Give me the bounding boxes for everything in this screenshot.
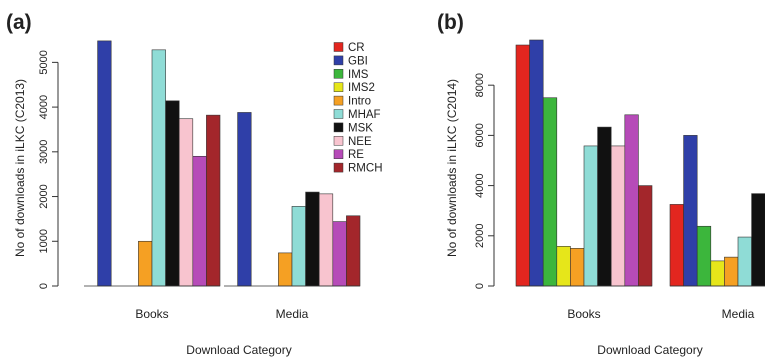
panel-b-category-label: Media bbox=[722, 307, 755, 321]
panel-b-bar-ims2-books bbox=[556, 246, 571, 287]
legend-swatch-msk bbox=[333, 122, 344, 133]
panel-b-bar-gbi-books bbox=[529, 39, 544, 287]
panel-b-y-tick-label: 0 bbox=[474, 283, 486, 289]
panel-b-bar-intro-media bbox=[724, 256, 739, 287]
panel-b-bar-ims-media bbox=[696, 225, 712, 287]
legend-label-cr: CR bbox=[348, 42, 365, 54]
legend-swatch-cr bbox=[333, 42, 344, 52]
legend-swatch-intro bbox=[333, 95, 344, 106]
panel-a-bar-intro-books bbox=[138, 240, 153, 287]
panel-a-bar-nee-media bbox=[318, 193, 334, 287]
panel-b-bar-mhaf-books bbox=[583, 145, 598, 287]
panel-b-y-tick-label: 6000 bbox=[474, 123, 486, 147]
panel-a-bar-msk-books bbox=[165, 100, 180, 287]
panel-b-category-labels: Books Media bbox=[567, 307, 754, 321]
panel-a-y-axis-title: No of downloads in iLKC (C2013) bbox=[13, 79, 27, 257]
legend-swatch-re bbox=[333, 149, 344, 159]
panel-b-bar-msk-media bbox=[751, 193, 765, 287]
panel-b-label: (b) bbox=[437, 11, 464, 34]
panel-a-y-tick-label: 1000 bbox=[38, 229, 50, 253]
panel-b-y-axis-title: No of downloads in iLKC (C2014) bbox=[445, 79, 459, 257]
panel-a-x-axis-title: Download Category bbox=[186, 343, 291, 357]
legend-label-msk: MSK bbox=[348, 122, 373, 134]
panel-b-y-tick-label: 2000 bbox=[474, 224, 486, 248]
legend-label-ims2: IMS2 bbox=[348, 82, 375, 94]
panel-a-category-label: Books bbox=[135, 307, 168, 321]
panel-b: (b) No of downloads in iLKC (C2014) Down… bbox=[437, 11, 765, 357]
legend-swatch-mhaf bbox=[333, 109, 344, 119]
panel-a-y-tick-label: 2000 bbox=[38, 184, 50, 208]
legend-swatch-gbi bbox=[333, 55, 344, 66]
panel-a-bar-mhaf-books bbox=[151, 49, 166, 287]
panel-b-bar-intro-books bbox=[570, 248, 585, 287]
panel-b-x-axis-title: Download Category bbox=[597, 343, 702, 357]
panel-b-bars bbox=[515, 39, 765, 287]
legend-swatch-ims2 bbox=[333, 82, 344, 92]
legend-label-gbi: GBI bbox=[348, 55, 368, 67]
panel-b-y-axis: 0 2000 4000 6000 8000 bbox=[474, 73, 495, 289]
panel-b-bar-re-books bbox=[624, 114, 639, 287]
panel-a-category-label: Media bbox=[276, 307, 309, 321]
panel-a-bars bbox=[84, 40, 361, 287]
panel-a-y-tick-label: 4000 bbox=[38, 95, 50, 119]
panel-b-bar-gbi-media bbox=[683, 135, 698, 287]
legend-label-ims: IMS bbox=[348, 69, 369, 81]
legend-swatch-ims bbox=[333, 69, 344, 79]
panel-a-y-axis: 0 1000 2000 3000 4000 5000 bbox=[38, 50, 59, 289]
panel-a-bar-gbi-books bbox=[97, 40, 112, 287]
legend-label-re: RE bbox=[348, 149, 364, 161]
panel-a-bar-re-books bbox=[192, 155, 207, 287]
panel-b-category-label: Books bbox=[567, 307, 600, 321]
legend-label-mhaf: MHAF bbox=[348, 109, 381, 121]
panel-a-category-labels: Books Media bbox=[135, 307, 308, 321]
panel-a-bar-rmch-media bbox=[346, 215, 361, 287]
panel-b-bar-cr-books bbox=[515, 44, 530, 287]
panel-a-y-tick-label: 3000 bbox=[38, 140, 50, 164]
panel-a-y-tick-label: 0 bbox=[38, 283, 50, 289]
panel-a-bar-rmch-books bbox=[206, 114, 221, 287]
panel-a-bar-intro-media bbox=[278, 252, 293, 287]
panel-a-bar-msk-media bbox=[305, 191, 320, 287]
panel-a-bar-nee-books bbox=[178, 118, 194, 287]
legend-swatch-rmch bbox=[333, 162, 344, 173]
panel-b-bar-ims2-media bbox=[710, 260, 725, 287]
panel-b-bar-cr-media bbox=[669, 204, 684, 287]
panel-a-bar-re-media bbox=[332, 221, 347, 287]
panel-b-y-tick-label: 8000 bbox=[474, 73, 486, 97]
panel-b-bar-rmch-books bbox=[638, 185, 653, 287]
panel-b-y-tick-label: 4000 bbox=[474, 173, 486, 197]
panel-a-bar-mhaf-media bbox=[291, 206, 306, 287]
panel-a-bar-gbi-media bbox=[237, 112, 252, 287]
panel-a: (a) No of downloads in iLKC (C2013) Down… bbox=[6, 11, 383, 357]
panel-b-bar-ims-books bbox=[542, 97, 558, 287]
panel-b-bar-nee-books bbox=[610, 145, 626, 287]
legend-label-nee: NEE bbox=[348, 136, 372, 148]
panel-a-y-tick-label: 5000 bbox=[38, 50, 50, 74]
legend-swatch-nee bbox=[333, 136, 344, 146]
panel-b-bar-msk-books bbox=[597, 126, 612, 287]
legend-label-intro: Intro bbox=[348, 96, 371, 108]
panel-b-bar-mhaf-media bbox=[737, 236, 752, 287]
legend-label-rmch: RMCH bbox=[348, 163, 383, 175]
panel-a-label: (a) bbox=[6, 11, 32, 34]
